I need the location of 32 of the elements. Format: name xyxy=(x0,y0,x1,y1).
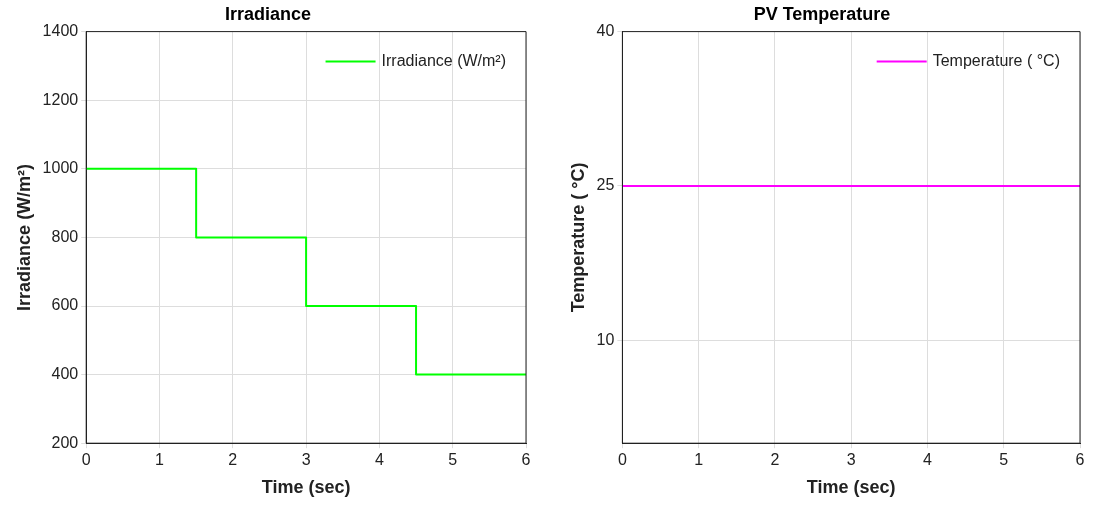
x-tick-label: 1 xyxy=(694,451,704,469)
chart-title: Irradiance xyxy=(224,3,312,24)
y-tick-label: 10 xyxy=(596,330,615,348)
y-tick-label: 40 xyxy=(596,22,615,40)
y-tick-label: 800 xyxy=(51,227,79,245)
x-tick-label: 3 xyxy=(301,451,311,469)
legend-label: Irradiance (W/m²) xyxy=(381,52,506,70)
chart-title: PV Temperature xyxy=(753,3,891,24)
x-tick-label: 5 xyxy=(448,451,458,469)
x-tick-label: 4 xyxy=(923,451,933,469)
legend-label: Temperature ( °C) xyxy=(932,52,1061,70)
y-tick-label: 25 xyxy=(596,176,615,194)
y-axis-title: Temperature ( °C) xyxy=(567,162,588,313)
x-tick-label: 3 xyxy=(846,451,856,469)
x-tick-label: 6 xyxy=(1075,451,1085,469)
x-tick-label: 0 xyxy=(617,451,627,469)
x-tick-label: 1 xyxy=(155,451,165,469)
x-tick-label: 2 xyxy=(770,451,780,469)
x-tick-label: 4 xyxy=(374,451,384,469)
x-tick-label: 5 xyxy=(999,451,1009,469)
y-tick-label: 600 xyxy=(51,296,79,314)
x-tick-label: 2 xyxy=(228,451,238,469)
y-tick-label: 1400 xyxy=(42,22,79,40)
x-axis-title: Time (sec) xyxy=(261,477,351,498)
x-tick-label: 0 xyxy=(81,451,91,469)
y-tick-label: 1200 xyxy=(42,90,79,108)
x-axis-title: Time (sec) xyxy=(806,477,896,498)
y-tick-label: 1000 xyxy=(42,159,79,177)
y-tick-label: 400 xyxy=(51,365,79,383)
x-tick-label: 6 xyxy=(521,451,531,469)
y-axis-title: Irradiance (W/m²) xyxy=(13,163,34,311)
y-tick-label: 200 xyxy=(51,433,79,451)
